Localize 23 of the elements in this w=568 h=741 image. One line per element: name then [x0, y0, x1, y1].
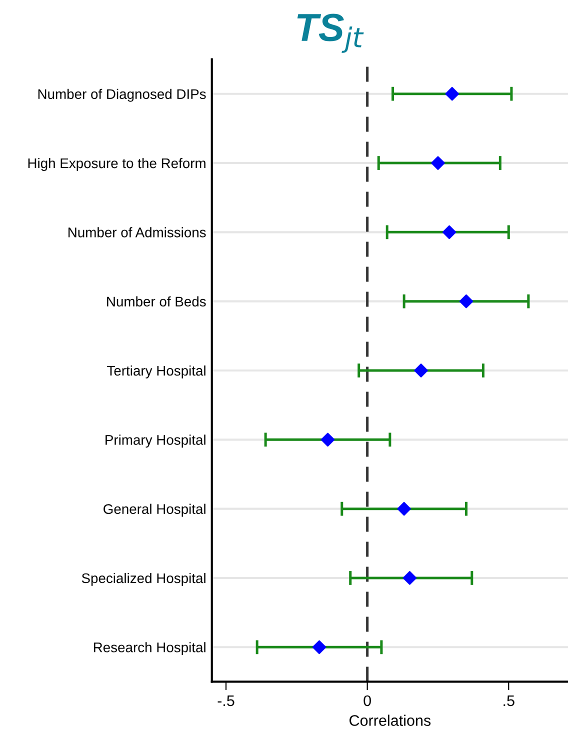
point [445, 86, 460, 101]
y-tick-label: Number of Beds [107, 296, 206, 307]
point [397, 502, 411, 516]
point [459, 294, 474, 308]
point [402, 571, 417, 585]
y-tick-label: Specialized Hospital [82, 572, 206, 586]
x-tick-label: 0 [364, 695, 371, 706]
y-tick-label: High Exposure to the Reform [28, 158, 206, 171]
x-tick-label: .5 [504, 695, 514, 706]
x-axis-title: Correlations [350, 714, 431, 726]
point [312, 640, 326, 654]
point [414, 364, 428, 378]
y-tick-label: Research Hospital [94, 642, 206, 656]
y-tick-label: Tertiary Hospital [107, 365, 206, 378]
y-tick-label: General Hospital [104, 504, 206, 517]
point [442, 225, 456, 240]
chart-title: TS$_{jt}$ [297, 14, 364, 53]
y-tick-label: Primary Hospital [106, 434, 206, 448]
point [320, 432, 335, 447]
y-tick-label: Number of Admissions [68, 227, 206, 238]
y-tick-label: Number of Diagnosed DIPs [38, 88, 206, 102]
x-tick-label: -.5 [218, 695, 234, 706]
point [431, 156, 445, 170]
